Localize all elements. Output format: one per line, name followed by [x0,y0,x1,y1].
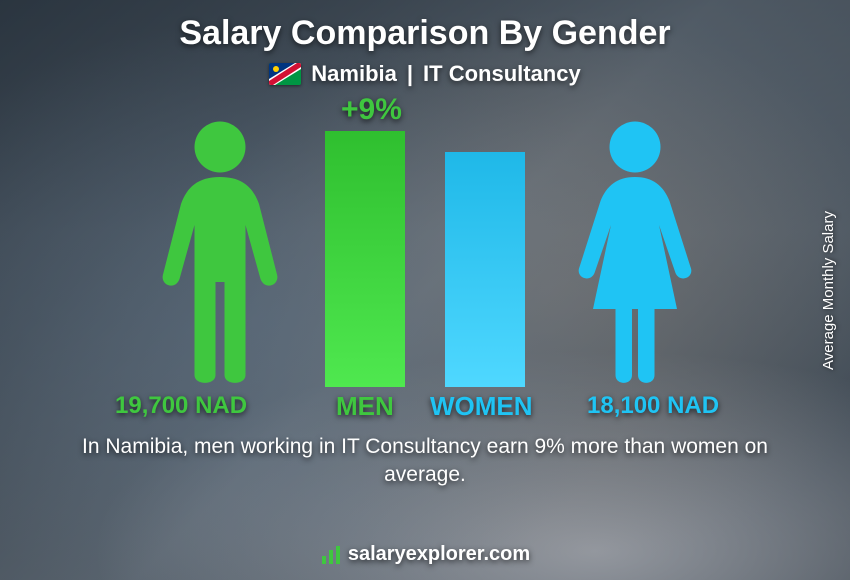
labels-row: 19,700 NAD MEN WOMEN 18,100 NAD [65,389,785,423]
female-figure-icon [560,117,710,387]
namibia-flag-icon [269,63,301,85]
subtitle-country: Namibia [311,61,397,87]
women-label: WOMEN [430,391,533,422]
infographic-content: Salary Comparison By Gender Namibia | IT… [0,0,850,580]
summary-text: In Namibia, men working in IT Consultanc… [55,433,795,490]
footer-site: salaryexplorer.com [348,543,530,566]
footer-bar-icon [320,544,342,566]
chart-area: +9% 19,700 NAD MEN WOMEN 18,100 NAD [65,93,785,423]
footer: salaryexplorer.com [0,543,850,566]
subtitle-row: Namibia | IT Consultancy [269,61,580,87]
y-axis-label: Average Monthly Salary [820,211,837,370]
women-salary-value: 18,100 NAD [587,392,719,420]
delta-label: +9% [341,93,402,127]
page-title: Salary Comparison By Gender [179,14,670,53]
subtitle-category: IT Consultancy [423,61,581,87]
women-bar [445,152,525,387]
subtitle-separator: | [407,61,413,87]
men-salary-value: 19,700 NAD [115,392,247,420]
men-bar [325,131,405,387]
men-label: MEN [336,391,394,422]
y-axis-label-wrap: Average Monthly Salary [818,0,838,580]
male-figure-icon [145,117,295,387]
